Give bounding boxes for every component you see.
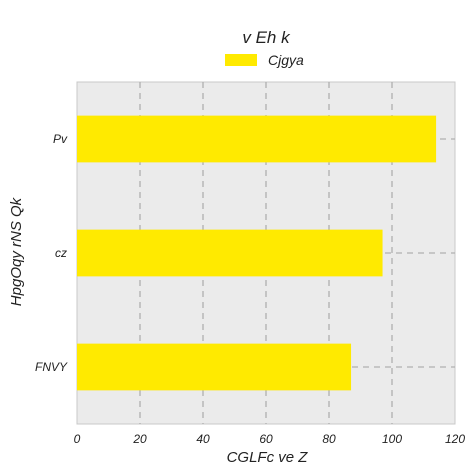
bar [77,343,352,391]
y-tick-label: cz [55,246,67,260]
x-tick-labels: 0 20 40 60 80 100 120 [74,432,466,446]
y-tick-label: FNVY [35,360,68,374]
x-tick-label: 20 [132,432,147,446]
x-tick-label: 100 [382,432,402,446]
x-axis-label: CGLFc ve Z [227,449,309,466]
bar [77,229,383,277]
x-tick-label: 120 [445,432,465,446]
x-tick-label: 40 [196,432,210,446]
x-tick-label: 80 [322,432,336,446]
legend-swatch [225,54,257,66]
chart-title: v Eh k [242,28,291,47]
y-tick-labels: Pv cz FNVY [35,132,68,374]
x-tick-label: 60 [259,432,273,446]
legend: Cjgya [225,52,304,68]
y-tick-label: Pv [53,132,68,146]
legend-label: Cjgya [268,52,304,68]
bar [77,115,437,163]
x-tick-label: 0 [74,432,81,446]
y-axis-label: HpgOqy rNS Qk [8,196,25,306]
bars [77,115,437,391]
